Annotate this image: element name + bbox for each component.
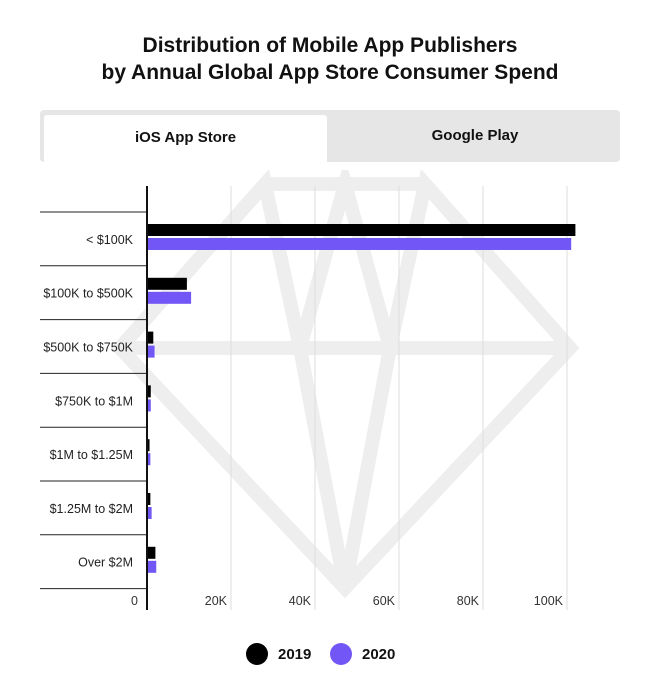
category-label: $100K to $500K	[43, 287, 133, 301]
chart-title-line-2: by Annual Global App Store Consumer Spen…	[101, 61, 559, 84]
bar-2020	[147, 291, 192, 304]
bar-2020	[147, 345, 155, 358]
category-label: $750K to $1M	[55, 394, 133, 408]
x-tick-labels: 0 20K 40K 60K 80K 100K	[131, 594, 564, 608]
chart-title: Distribution of Mobile App Publishers by…	[0, 32, 660, 86]
legend-swatch-2019	[246, 643, 268, 665]
chart-title-line-1: Distribution of Mobile App Publishers	[142, 34, 518, 57]
x-tick-label: 80K	[457, 594, 480, 608]
bar-2019	[147, 439, 150, 452]
bar-2020	[147, 507, 152, 519]
category-labels: < $100K $100K to $500K $500K to $750K $750K…	[43, 233, 133, 570]
legend-label-2019: 2019	[278, 645, 312, 663]
category-label: $1.25M to $2M	[50, 502, 133, 516]
bar-2019	[147, 546, 156, 559]
x-tick-label: 20K	[205, 594, 228, 608]
legend-item-2019[interactable]: 2019	[246, 642, 311, 666]
category-label: $500K to $750K	[43, 341, 133, 355]
bar-2019	[147, 493, 151, 505]
x-tick-label: 40K	[289, 594, 312, 608]
legend-label-2020: 2020	[362, 645, 396, 663]
category-separators	[40, 211, 147, 590]
diamond-crown-lines	[114, 170, 576, 353]
bar-2020	[147, 560, 157, 573]
gridlines	[230, 186, 568, 610]
legend: 2019 2020	[0, 642, 660, 666]
legend-item-2020[interactable]: 2020	[330, 642, 395, 666]
tab-ios-app-store[interactable]: iOS App Store	[44, 115, 327, 162]
tab-google-play[interactable]: Google Play	[431, 127, 519, 144]
bar-2020	[147, 399, 151, 412]
bar-2019	[147, 224, 576, 236]
x-tick-label: 60K	[373, 594, 396, 608]
legend-swatch-2020	[330, 643, 352, 665]
x-tick-label: 0	[131, 594, 138, 608]
bar-2020	[147, 453, 151, 466]
bar-2019	[147, 277, 187, 290]
bar-2019	[147, 331, 154, 344]
category-label: < $100K	[86, 233, 134, 247]
bar-2020	[147, 238, 572, 250]
bar-2019	[147, 385, 151, 398]
x-tick-label: 100K	[534, 594, 564, 608]
category-label: Over $2M	[78, 556, 133, 570]
category-label: $1M to $1.25M	[50, 448, 133, 462]
bar-chart: < $100K $100K to $500K $500K to $750K $750K…	[40, 170, 580, 610]
store-tab-bar: iOS App Store Google Play	[40, 110, 620, 162]
bars	[147, 224, 576, 573]
